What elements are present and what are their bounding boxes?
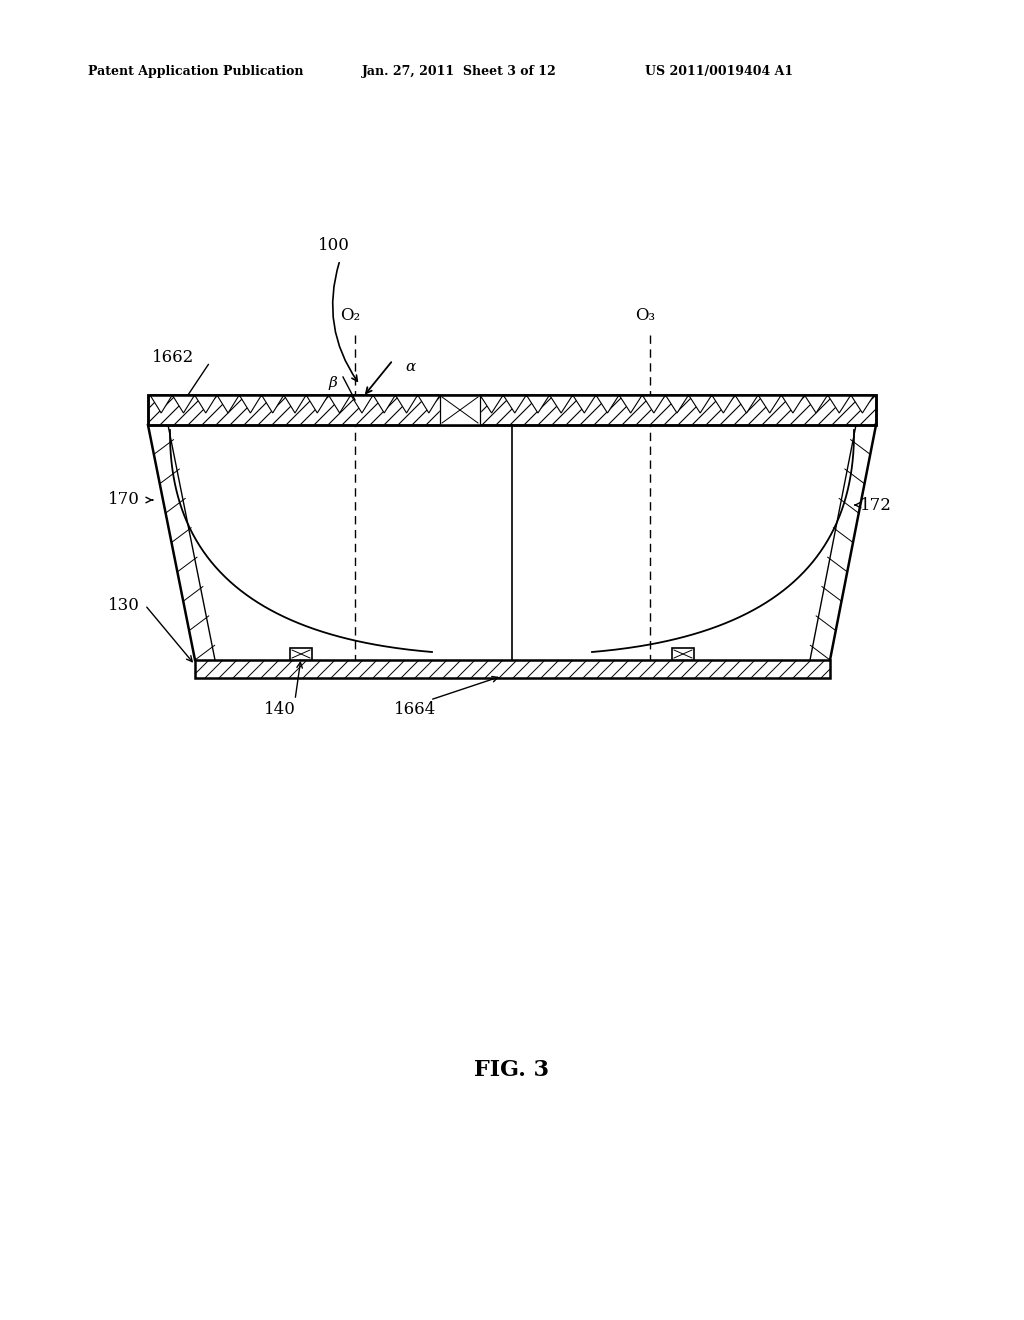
- Polygon shape: [261, 395, 284, 413]
- Polygon shape: [418, 395, 440, 413]
- Text: β: β: [329, 376, 338, 389]
- Polygon shape: [688, 395, 712, 413]
- Text: 140: 140: [264, 701, 296, 718]
- Polygon shape: [620, 395, 642, 413]
- Polygon shape: [781, 395, 805, 413]
- Bar: [290, 648, 312, 660]
- Polygon shape: [572, 395, 596, 413]
- Polygon shape: [351, 395, 373, 413]
- Text: Patent Application Publication: Patent Application Publication: [88, 66, 303, 78]
- Polygon shape: [526, 395, 550, 413]
- Polygon shape: [666, 395, 688, 413]
- Polygon shape: [373, 395, 395, 413]
- Text: 1662: 1662: [152, 348, 195, 366]
- Polygon shape: [758, 395, 781, 413]
- Bar: [148, 395, 876, 425]
- Polygon shape: [596, 395, 620, 413]
- Polygon shape: [480, 395, 503, 413]
- Polygon shape: [827, 395, 851, 413]
- Polygon shape: [172, 395, 195, 413]
- Polygon shape: [735, 395, 758, 413]
- Text: Jan. 27, 2011  Sheet 3 of 12: Jan. 27, 2011 Sheet 3 of 12: [362, 66, 557, 78]
- Bar: [672, 648, 694, 660]
- Polygon shape: [306, 395, 329, 413]
- Polygon shape: [150, 395, 172, 413]
- Polygon shape: [805, 395, 827, 413]
- Polygon shape: [217, 395, 240, 413]
- Polygon shape: [851, 395, 874, 413]
- Text: 172: 172: [860, 496, 892, 513]
- Text: US 2011/0019404 A1: US 2011/0019404 A1: [645, 66, 794, 78]
- Text: 100: 100: [318, 236, 350, 253]
- Text: FIG. 3: FIG. 3: [474, 1059, 550, 1081]
- Bar: [148, 395, 876, 425]
- Polygon shape: [195, 395, 217, 413]
- Polygon shape: [712, 395, 735, 413]
- Bar: [195, 660, 830, 678]
- Text: 130: 130: [108, 597, 140, 614]
- Text: 170: 170: [108, 491, 140, 508]
- Text: O₃: O₃: [635, 306, 655, 323]
- Text: O₂: O₂: [340, 306, 360, 323]
- Polygon shape: [440, 395, 480, 425]
- Polygon shape: [284, 395, 306, 413]
- Polygon shape: [503, 395, 526, 413]
- Text: α: α: [404, 360, 415, 374]
- Polygon shape: [550, 395, 572, 413]
- Polygon shape: [395, 395, 418, 413]
- Text: 1664: 1664: [394, 701, 436, 718]
- Polygon shape: [240, 395, 261, 413]
- Polygon shape: [642, 395, 666, 413]
- Polygon shape: [329, 395, 351, 413]
